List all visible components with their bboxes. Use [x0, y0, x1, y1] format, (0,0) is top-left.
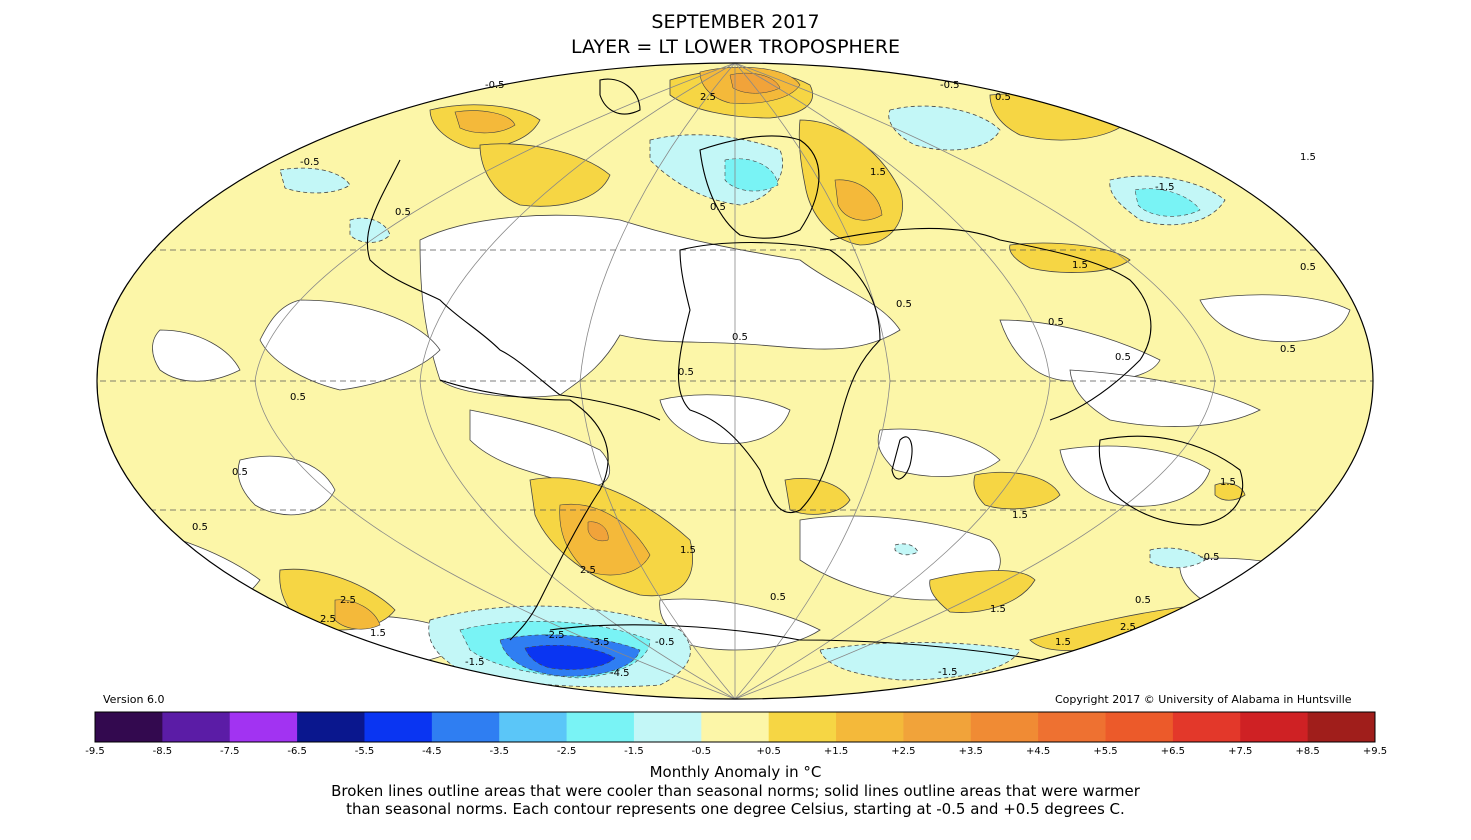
- globe-outline: [96, 62, 1374, 700]
- contour-label: 0.5: [1300, 262, 1316, 273]
- copyright-label: Copyright 2017 © University of Alabama i…: [1055, 693, 1352, 706]
- color-bar-segment: [1307, 712, 1376, 742]
- color-bar-tick-label: +0.5: [756, 746, 781, 757]
- color-bar-segment: [162, 712, 231, 742]
- contour-label: 1.5: [990, 604, 1006, 615]
- color-bar-tick-label: -8.5: [152, 746, 173, 757]
- contour-label: 0.5: [395, 207, 411, 218]
- contour-label: 1.5: [1012, 510, 1028, 521]
- contour-label: 0.5: [896, 299, 912, 310]
- color-bar-tick-label: +2.5: [891, 746, 916, 757]
- map-title: SEPTEMBER 2017: [651, 11, 820, 33]
- contour-label: 1.5: [1072, 260, 1088, 271]
- contour-label: -4.5: [610, 668, 630, 679]
- color-bar-segment: [903, 712, 972, 742]
- color-bar-segment: [768, 712, 837, 742]
- version-label: Version 6.0: [103, 693, 165, 706]
- contour-label: -0.5: [1200, 552, 1220, 563]
- contour-label: -2.5: [545, 630, 565, 641]
- contour-label: 0.5: [1115, 352, 1131, 363]
- caption-line-2: than seasonal norms. Each contour repres…: [346, 800, 1125, 818]
- contour-label: 0.5: [770, 592, 786, 603]
- color-bar-segment: [1105, 712, 1174, 742]
- contour-label: 2.5: [340, 595, 356, 606]
- color-bar-tick-label: +6.5: [1160, 746, 1186, 757]
- color-bar-segment: [970, 712, 1039, 742]
- contour-label: -0.5: [300, 157, 320, 168]
- contour-label: -0.5: [485, 80, 505, 91]
- color-bar-segment: [1240, 712, 1309, 742]
- color-bar-segment: [701, 712, 770, 742]
- anomaly-map: -0.5 0.5 0.5 0.5 0.5 0.5 0.5 0.5 0.5 0.5…: [96, 62, 1374, 700]
- color-bar-tick-label: +1.5: [823, 746, 849, 757]
- map-subtitle: LAYER = LT LOWER TROPOSPHERE: [570, 36, 901, 58]
- contour-label: 2.5: [1120, 622, 1136, 633]
- color-bar-tick-label: +4.5: [1026, 746, 1051, 757]
- color-bar-tick-label: -7.5: [219, 746, 240, 757]
- contour-label: 1.5: [1300, 152, 1316, 163]
- color-bar-tick-label: +9.5: [1362, 746, 1388, 757]
- color-bar-tick-label: +5.5: [1093, 746, 1118, 757]
- color-bar-tick-label: -9.5: [85, 746, 105, 757]
- contour-label: -0.5: [655, 637, 675, 648]
- contour-label: 1.5: [1055, 637, 1071, 648]
- color-bar-segment: [431, 712, 500, 742]
- color-bar-tick-label: -3.5: [489, 746, 509, 757]
- coastlines: [366, 78, 1244, 661]
- color-bar-tick-label: -4.5: [422, 746, 442, 757]
- color-bar: [94, 711, 1376, 743]
- color-bar-segment: [95, 712, 163, 742]
- contour-label: 0.5: [192, 522, 208, 533]
- contour-label: 2.5: [320, 614, 336, 625]
- contour-label: -3.5: [590, 637, 610, 648]
- contour-label: 0.5: [1135, 595, 1151, 606]
- color-bar-tick-label: -6.5: [287, 746, 307, 757]
- contour-label: -0.5: [940, 80, 960, 91]
- color-bar-segment: [633, 712, 702, 742]
- warmest-core: [587, 72, 781, 542]
- color-bar-frame: [94, 711, 1376, 743]
- contour-label: -1.5: [465, 657, 485, 668]
- color-bar-segment: [229, 712, 298, 742]
- color-bar-segment: [364, 712, 433, 742]
- color-bar-tick-label: +3.5: [958, 746, 983, 757]
- contour-label: 2.5: [700, 92, 716, 103]
- contour-label: 0.5: [1280, 344, 1296, 355]
- color-bar-tick-label: -5.5: [354, 746, 375, 757]
- color-bar-tick-label: +7.5: [1228, 746, 1253, 757]
- color-bar-tick-label: -2.5: [556, 746, 577, 757]
- contour-labels: -0.5 0.5 0.5 0.5 0.5 0.5 0.5 0.5 0.5 0.5…: [192, 80, 1316, 679]
- contour-label: 1.5: [870, 167, 886, 178]
- contour-label: 0.5: [290, 392, 306, 403]
- coldest-core: [524, 644, 616, 670]
- color-bar-segment: [836, 712, 904, 742]
- contour-label: -1.5: [1155, 182, 1175, 193]
- latitude-lines: [97, 249, 1373, 511]
- contour-label: 0.5: [678, 367, 694, 378]
- contour-label: 1.5: [680, 545, 696, 556]
- color-bar-segment: [1172, 712, 1241, 742]
- contour-label: 0.5: [710, 202, 726, 213]
- contour-label: 0.5: [1048, 317, 1064, 328]
- color-bar-segment: [297, 712, 365, 742]
- contour-label: 0.5: [732, 332, 748, 343]
- contour-label: 1.5: [1220, 477, 1236, 488]
- contour-label: 0.5: [232, 467, 248, 478]
- color-bar-segment: [1038, 712, 1107, 742]
- contour-label: 2.5: [580, 565, 596, 576]
- color-bar-tick-label: -1.5: [624, 746, 644, 757]
- contour-label: 1.5: [370, 628, 386, 639]
- color-bar-segment: [499, 712, 568, 742]
- caption-line-1: Broken lines outline areas that were coo…: [331, 782, 1140, 800]
- color-bar-tick-label: -0.5: [691, 746, 712, 757]
- color-bar-tick-label: +8.5: [1295, 746, 1320, 757]
- color-bar-segment: [566, 712, 635, 742]
- color-bar-label: Monthly Anomaly in °C: [649, 763, 822, 781]
- contour-label: -1.5: [938, 667, 958, 678]
- contour-label: 0.5: [995, 92, 1011, 103]
